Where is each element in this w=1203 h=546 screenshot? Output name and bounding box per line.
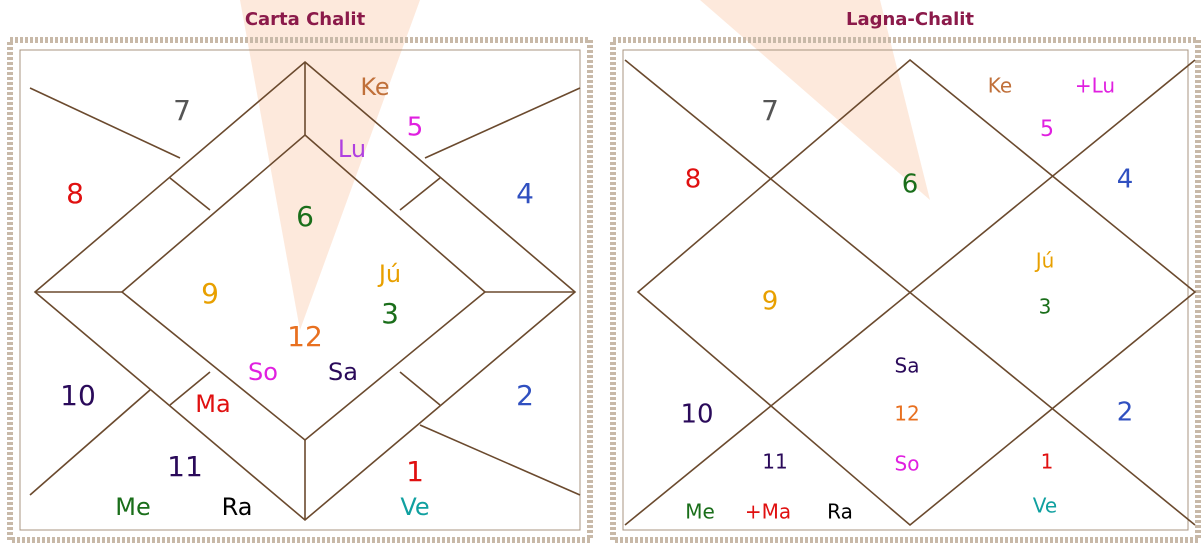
house-label: 6 — [902, 170, 919, 200]
house-label: 2 — [1117, 398, 1134, 428]
house-label: Jú — [377, 260, 401, 288]
house-label: 4 — [516, 177, 534, 210]
house-label: Ke — [988, 74, 1012, 98]
house-label: 5 — [1040, 117, 1054, 142]
house-label: Ke — [360, 73, 389, 101]
house-label: 9 — [762, 287, 779, 317]
house-label: Ra — [222, 493, 253, 521]
house-label: 1 — [406, 455, 424, 488]
house-label: 2 — [516, 379, 534, 412]
house-label: 11 — [167, 450, 203, 483]
watermark — [700, 0, 930, 200]
house-label: 4 — [1117, 165, 1134, 195]
house-label: 12 — [287, 320, 323, 353]
house-label: Ma — [195, 390, 230, 418]
house-label: 7 — [173, 94, 191, 127]
house-label: So — [895, 452, 920, 476]
house-label: Ve — [1033, 494, 1057, 518]
charts: Carta Chalit Lagna-Chalit 7 Ke 5 Lu 8 4 6 Jú 9 3 1… — [0, 0, 1203, 546]
house-label: 8 — [685, 165, 702, 195]
house-label: 3 — [381, 297, 399, 330]
house-label: 10 — [60, 379, 96, 412]
house-label: Sa — [895, 354, 920, 378]
house-label: Me — [115, 493, 150, 521]
house-label: Jú — [1034, 249, 1055, 273]
house-label: 1 — [1041, 450, 1054, 474]
house-label: Ra — [827, 500, 853, 524]
house-label: 9 — [201, 277, 219, 310]
house-label: +Ma — [745, 500, 791, 524]
house-label: 10 — [680, 400, 713, 430]
house-label: 8 — [66, 177, 84, 210]
house-label: So — [248, 358, 278, 386]
house-label: 5 — [407, 113, 424, 143]
house-label: Sa — [328, 358, 358, 386]
house-label: 7 — [761, 94, 779, 127]
house-label: 11 — [762, 450, 787, 474]
chart-title: Carta Chalit — [245, 9, 366, 30]
house-label: Ve — [400, 493, 429, 521]
house-label: 12 — [894, 402, 919, 426]
house-label: Me — [685, 500, 715, 524]
house-label: +Lu — [1075, 74, 1115, 98]
chart-title: Lagna-Chalit — [846, 9, 974, 30]
house-label: Lu — [338, 135, 366, 163]
house-label: 6 — [296, 200, 314, 233]
house-label: 3 — [1039, 295, 1052, 319]
